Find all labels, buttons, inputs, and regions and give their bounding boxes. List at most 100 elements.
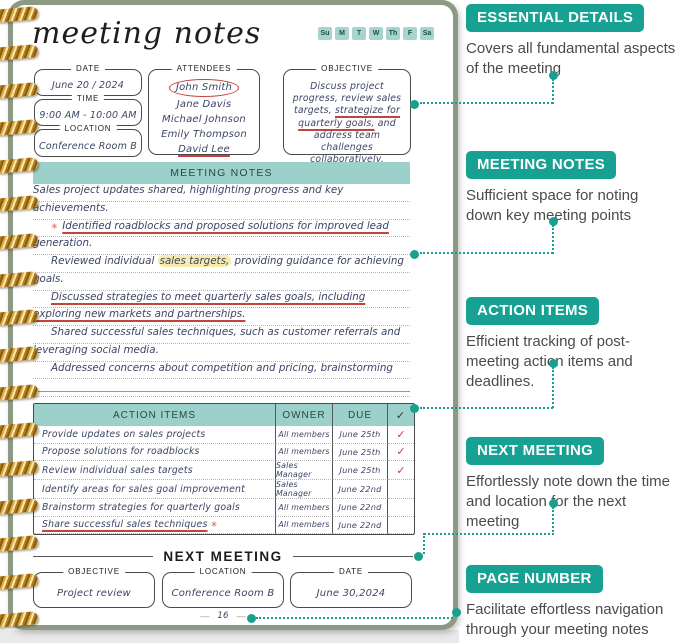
spiral-coil: [0, 346, 39, 364]
connector-dot: [549, 217, 558, 226]
spiral-coil: [0, 43, 39, 61]
spiral-coil: [0, 195, 39, 212]
spiral-binding: [0, 6, 42, 628]
time-value: 9:00 AM - 10:00 AM: [39, 110, 137, 121]
callout-description: Effortlessly note down the time and loca…: [466, 473, 670, 530]
connector-line: [420, 407, 553, 409]
attendees-label: ATTENDEES: [171, 64, 237, 73]
check-column-header: ✓: [388, 404, 414, 426]
date-field: DATE June 20 / 2024: [34, 64, 142, 96]
spiral-coil: [0, 270, 39, 288]
callout-description: Facilitate effortless navigation through…: [466, 601, 664, 638]
action-item-cell: Review individual sales targets: [34, 461, 276, 480]
due-cell: June 25th: [333, 443, 388, 461]
callout-action-items: ACTION ITEMS Efficient tracking of post-…: [466, 297, 678, 392]
callout-next-meeting: NEXT MEETING Effortlessly note down the …: [466, 437, 678, 532]
callout-badge: ESSENTIAL DETAILS: [466, 4, 645, 32]
action-item-cell: Brainstorm strategies for quarterly goal…: [34, 499, 276, 517]
next-location-label: LOCATION: [194, 567, 252, 576]
meeting-notes-header: MEETING NOTES: [33, 162, 410, 184]
page-number-dash: —: [200, 611, 210, 621]
spiral-coil: [0, 459, 39, 477]
checkmark-cell: [388, 517, 414, 534]
weekday-box: W: [369, 27, 383, 40]
connector-line: [552, 507, 554, 535]
callout-meeting-notes: MEETING NOTES Sufficient space for notin…: [466, 151, 678, 226]
connector-dot: [549, 359, 558, 368]
action-item-cell: Propose solutions for roadblocks: [34, 443, 276, 461]
spiral-coil: [0, 422, 39, 439]
meeting-note-line: generation.: [33, 237, 410, 255]
connector-line: [420, 252, 553, 254]
spiral-coil: [0, 384, 39, 402]
weekday-box: F: [403, 27, 417, 40]
action-item-cell: Identify areas for sales goal improvemen…: [34, 480, 276, 499]
location-field: LOCATION Conference Room B: [34, 124, 142, 157]
connector-line: [552, 225, 554, 254]
weekday-tracker: Su M T W Th F Sa: [318, 27, 434, 40]
action-item-cell: Share successful sales techniques ✳: [34, 516, 276, 534]
checkmark-cell: ✓: [388, 426, 414, 444]
next-date-value: June 30,2024: [316, 587, 386, 599]
connector-line: [423, 533, 425, 554]
connector-line: [256, 617, 453, 619]
next-objective-label: OBJECTIVE: [63, 567, 125, 576]
spiral-coil: [0, 573, 39, 591]
attendee-name: Michael Johnson: [162, 114, 246, 125]
checkmark-cell: ✓: [388, 461, 414, 480]
action-item-cell: Provide updates on sales projects: [34, 426, 276, 444]
callout-description: Efficient tracking of post-meeting actio…: [466, 333, 633, 390]
next-location-value: Conference Room B: [171, 587, 275, 599]
connector-dot: [414, 552, 423, 561]
callout-description: Covers all fundamental aspects of the me…: [466, 40, 676, 77]
spiral-coil: [0, 6, 39, 23]
attendees-list: John Smith Jane Davis Michael Johnson Em…: [149, 70, 259, 157]
spiral-coil: [0, 611, 39, 628]
page-number-value: 16: [217, 611, 229, 621]
checkmark-cell: [388, 480, 414, 499]
attendees-field: ATTENDEES John Smith Jane Davis Michael …: [148, 64, 260, 157]
connector-dot: [410, 250, 419, 259]
time-label: TIME: [71, 94, 105, 103]
owner-cell: All members: [276, 443, 333, 461]
objective-label: OBJECTIVE: [316, 64, 378, 73]
callout-description: Sufficient space for noting down key mee…: [466, 187, 639, 224]
owner-cell: All members: [276, 426, 333, 444]
weekday-box: Sa: [420, 27, 434, 40]
meeting-notes-header-text: MEETING NOTES: [170, 167, 273, 179]
checkmark-cell: [388, 499, 414, 517]
next-date-label: DATE: [334, 567, 368, 576]
weekday-box: M: [335, 27, 349, 40]
callout-essential-details: ESSENTIAL DETAILS Covers all fundamental…: [466, 4, 678, 79]
meeting-notes-area: Sales project updates shared, highlighti…: [33, 184, 410, 397]
next-meeting-objective-field: OBJECTIVE Project review: [33, 567, 155, 608]
owner-cell: All members: [276, 499, 333, 517]
next-meeting-title: NEXT MEETING: [163, 549, 283, 564]
connector-line: [552, 79, 554, 104]
spiral-coil: [0, 157, 39, 175]
due-cell: June 25th: [333, 426, 388, 444]
date-value: June 20 / 2024: [51, 80, 124, 91]
connector-line: [552, 367, 554, 408]
meeting-note-line: exploring new markets and partnerships.: [33, 308, 410, 326]
meeting-note-line: Discussed strategies to meet quarterly s…: [33, 291, 410, 309]
spiral-coil: [0, 535, 39, 553]
owner-cell: Sales Manager: [276, 480, 333, 499]
meeting-note-line: Addressed concerns about competition and…: [33, 362, 410, 380]
objective-text: Discuss project progress, review sales t…: [292, 81, 402, 166]
callout-badge: MEETING NOTES: [466, 151, 617, 179]
due-cell: June 22nd: [333, 499, 388, 517]
objective-field: OBJECTIVE Discuss project progress, revi…: [283, 64, 411, 165]
owner-cell: All members: [276, 516, 333, 534]
meeting-note-line: achievements.: [33, 202, 410, 220]
meeting-note-line: leveraging social media.: [33, 344, 410, 362]
spiral-coil: [0, 81, 39, 99]
next-objective-value: Project review: [57, 587, 131, 599]
due-cell: June 22nd: [333, 516, 388, 534]
page-number: — 16 —: [178, 611, 268, 621]
due-column-header: DUE: [333, 404, 388, 426]
attendee-name: David Lee: [178, 144, 230, 155]
header-rule: [33, 556, 154, 557]
connector-dot: [410, 404, 419, 413]
connector-line: [420, 102, 553, 104]
